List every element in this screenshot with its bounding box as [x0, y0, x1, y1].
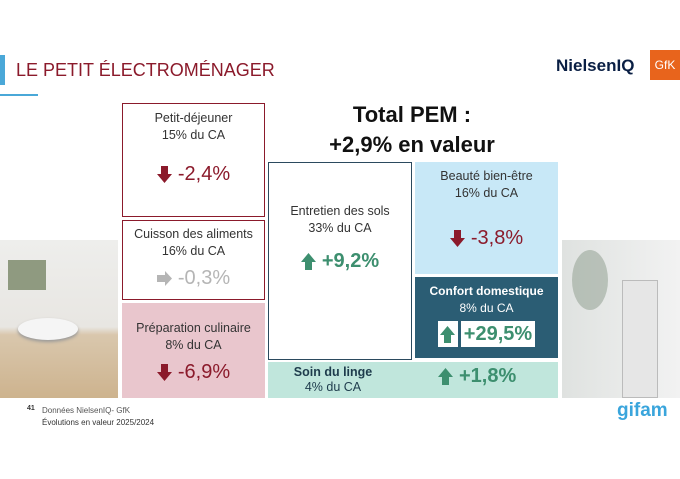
total-value: +2,9% en valeur — [329, 132, 495, 157]
page-number: 41 — [27, 405, 35, 412]
segment-share: 33% du CA — [308, 221, 372, 235]
robot-vacuum-image — [0, 240, 118, 398]
segment-change: -3,8% — [470, 227, 524, 249]
total-label: Total PEM : — [352, 102, 472, 127]
segment-share: 16% du CA — [161, 244, 226, 258]
arrow-down-icon — [156, 364, 172, 381]
segment-change: +9,2% — [321, 250, 380, 272]
arrow-up-icon — [300, 253, 316, 270]
segment-preparation: Préparation culinaire 8% du CA -6,9% — [122, 303, 265, 398]
segment-share: 8% du CA — [165, 338, 222, 352]
segment-share: 4% du CA — [304, 380, 362, 394]
page-title: LE PETIT ÉLECTROMÉNAGER — [16, 60, 275, 80]
arrow-down-icon — [449, 230, 465, 247]
segment-beaute: Beauté bien-être 16% du CA -3,8% — [415, 162, 558, 274]
segment-name: Petit-déjeuner — [154, 111, 233, 125]
segment-name: Beauté bien-être — [440, 169, 533, 183]
segment-cuisson: Cuisson des aliments 16% du CA -0,3% — [122, 220, 265, 300]
segment-share: 8% du CA — [459, 301, 514, 315]
footer-source: Données NielsenIQ- GfK — [42, 406, 131, 415]
segment-soin-linge: Soin du linge 4% du CA +1,8% — [268, 362, 558, 398]
segment-petit-dejeuner: Petit-déjeuner 15% du CA -2,4% — [122, 103, 265, 217]
arrow-down-icon — [156, 166, 172, 183]
arrow-right-icon — [156, 270, 172, 287]
gifam-logo: gifam — [617, 400, 668, 421]
segment-entretien-sols: Entretien des sols 33% du CA +9,2% — [268, 162, 412, 360]
footer-note: Évolutions en valeur 2025/2024 — [42, 418, 155, 427]
nielseniq-logo: NielsenIQ — [556, 56, 635, 75]
segment-name: Confort domestique — [429, 284, 544, 298]
total-pem: Total PEM : +2,9% en valeur — [272, 100, 552, 160]
segment-name: Préparation culinaire — [136, 321, 251, 335]
segment-name: Cuisson des aliments — [134, 227, 253, 241]
segment-name: Soin du linge — [293, 365, 373, 379]
accent-bar — [0, 55, 5, 85]
title-underline — [0, 94, 38, 96]
segment-name: Entretien des sols — [290, 204, 390, 218]
segment-confort: Confort domestique 8% du CA +29,5% — [415, 277, 558, 358]
segment-change: -2,4% — [177, 163, 231, 185]
segment-share: 15% du CA — [161, 128, 226, 142]
segment-change: -0,3% — [177, 267, 231, 289]
segment-change: +1,8% — [459, 365, 517, 387]
segment-change: -6,9% — [177, 361, 231, 383]
gfk-logo: GfK — [650, 50, 680, 80]
segment-change: +29,5% — [460, 321, 536, 347]
segment-share: 16% du CA — [454, 186, 519, 200]
air-purifier-image — [562, 240, 680, 398]
arrow-up-icon — [438, 368, 453, 385]
arrow-up-icon — [437, 321, 458, 347]
